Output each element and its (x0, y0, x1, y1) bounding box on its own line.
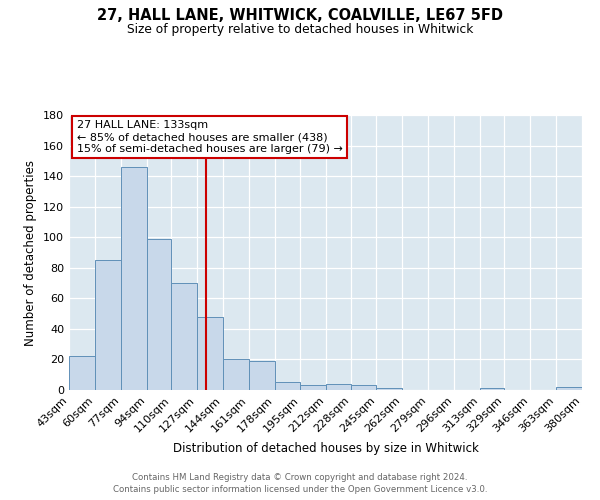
Bar (95, 260, 121, 390)
Bar (223, 360, 248, 390)
Bar (556, 387, 582, 390)
Bar (480, 388, 505, 390)
Bar (301, 386, 326, 390)
Bar (121, 167, 146, 390)
Bar (197, 316, 223, 390)
Bar (275, 382, 301, 390)
Text: 27 HALL LANE: 133sqm
← 85% of detached houses are smaller (438)
15% of semi-deta: 27 HALL LANE: 133sqm ← 85% of detached h… (77, 120, 343, 154)
Y-axis label: Number of detached properties: Number of detached properties (25, 160, 37, 346)
Bar (376, 388, 403, 390)
Bar (350, 386, 376, 390)
Bar (248, 361, 275, 390)
Text: Contains HM Land Registry data © Crown copyright and database right 2024.
Contai: Contains HM Land Registry data © Crown c… (113, 472, 487, 494)
Text: 27, HALL LANE, WHITWICK, COALVILLE, LE67 5FD: 27, HALL LANE, WHITWICK, COALVILLE, LE67… (97, 8, 503, 22)
Text: Size of property relative to detached houses in Whitwick: Size of property relative to detached ho… (127, 22, 473, 36)
Bar (146, 239, 171, 390)
Bar (171, 283, 197, 390)
Bar (326, 384, 350, 390)
Bar (69, 356, 95, 390)
X-axis label: Distribution of detached houses by size in Whitwick: Distribution of detached houses by size … (173, 442, 478, 455)
